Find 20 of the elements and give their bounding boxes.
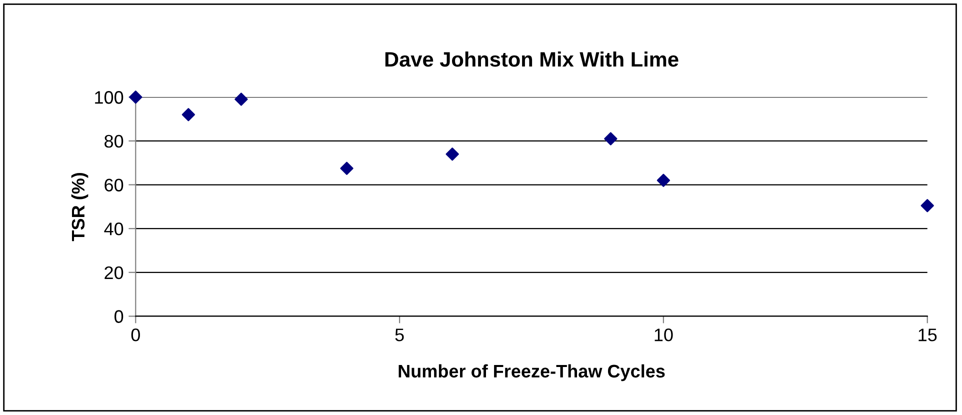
x-tick-label: 0 bbox=[131, 328, 140, 342]
y-tick-label: 100 bbox=[95, 91, 124, 104]
y-tick-label: 0 bbox=[114, 310, 124, 323]
point bbox=[182, 108, 196, 122]
point bbox=[656, 174, 670, 187]
y-tick-label: 60 bbox=[104, 178, 124, 192]
x-tick-label: 15 bbox=[918, 328, 937, 342]
point bbox=[340, 162, 354, 175]
y-tick-label: 80 bbox=[104, 134, 124, 148]
chart-title: Dave Johnston Mix With Lime bbox=[385, 51, 678, 67]
point bbox=[446, 147, 459, 161]
x-tick-label: 10 bbox=[654, 328, 673, 342]
x-tick-label: 5 bbox=[395, 328, 404, 342]
point bbox=[234, 92, 248, 106]
point bbox=[604, 132, 618, 146]
x-axis-title: Number of Freeze-Thaw Cycles bbox=[398, 364, 665, 382]
point bbox=[920, 198, 934, 212]
y-tick-label: 40 bbox=[104, 222, 124, 236]
y-axis-title: TSR (%) bbox=[71, 172, 88, 242]
y-tick-label: 20 bbox=[104, 266, 124, 280]
